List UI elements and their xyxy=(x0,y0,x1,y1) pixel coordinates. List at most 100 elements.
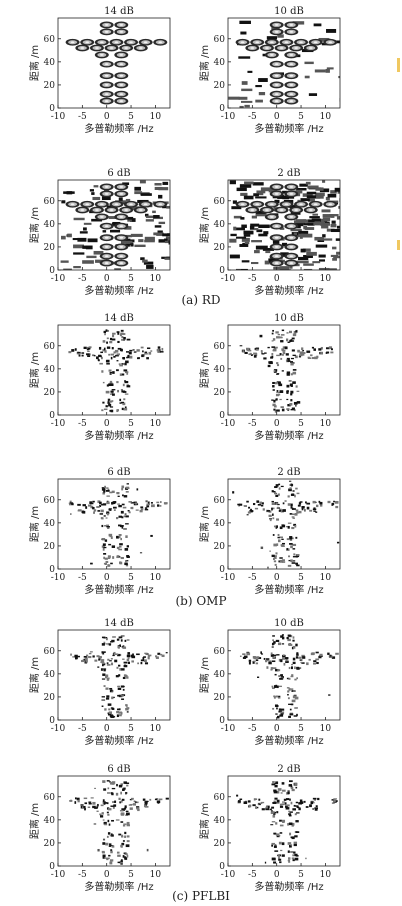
scatterer-mark xyxy=(273,369,278,372)
scatterer-mark xyxy=(272,389,275,391)
scatterer-mark xyxy=(118,556,121,558)
noise-mark xyxy=(271,810,273,812)
noise-mark xyxy=(130,243,134,247)
scatterer-mark xyxy=(272,814,276,818)
scatterer-mark xyxy=(126,835,130,838)
scatterer-mark xyxy=(146,503,150,506)
x-tick-label: 10 xyxy=(320,724,332,734)
scatterer-mark xyxy=(275,802,280,804)
scatterer-mark xyxy=(275,684,278,688)
scatterer-mark xyxy=(111,545,116,548)
x-axis-label: 多普勒频率 /Hz xyxy=(84,583,153,596)
scatterer-mark xyxy=(282,354,284,356)
scatterer-mark xyxy=(94,807,98,809)
scatterer-mark xyxy=(334,800,338,802)
scatterer-mark xyxy=(100,668,104,671)
noise-mark xyxy=(63,268,72,270)
scatterer-mark xyxy=(294,857,299,861)
scatterer-mark xyxy=(288,715,291,718)
scatterer-mark xyxy=(119,216,124,218)
scatterer-mark xyxy=(282,654,285,657)
scatterer-mark xyxy=(254,507,259,510)
scatterer-mark xyxy=(280,674,283,677)
scatterer-mark xyxy=(126,487,130,490)
scatterer-mark xyxy=(285,659,288,662)
scatterer-mark xyxy=(274,262,279,264)
scatterer-mark xyxy=(256,656,260,659)
scatterer-mark xyxy=(276,715,280,719)
scatterer-mark xyxy=(275,393,279,397)
y-tick-label: 0 xyxy=(219,411,225,421)
scatterer-mark xyxy=(270,41,274,44)
scatterer-mark xyxy=(290,503,293,507)
scatterer-mark xyxy=(288,688,291,691)
scatterer-mark xyxy=(106,664,111,666)
scatterer-mark xyxy=(297,806,300,809)
x-tick-label: -10 xyxy=(221,573,236,583)
scatterer-mark xyxy=(156,501,160,504)
scatterer-mark xyxy=(80,804,84,806)
scatterer-mark xyxy=(81,510,85,514)
scatterer-mark xyxy=(119,192,124,195)
scatterer-mark xyxy=(266,805,270,809)
x-tick-label: 10 xyxy=(150,274,162,284)
scatterer-mark xyxy=(103,821,107,825)
scatterer-mark xyxy=(104,100,109,102)
scatterer-mark xyxy=(129,355,133,359)
scatterer-mark xyxy=(117,347,122,350)
noise-mark xyxy=(153,232,159,236)
scatterer-mark xyxy=(100,216,104,218)
scatterer-mark xyxy=(159,653,163,656)
scatterer-mark xyxy=(121,698,125,700)
scatterer-mark xyxy=(83,805,86,808)
scatterer-mark xyxy=(272,329,274,332)
noise-mark xyxy=(156,232,164,236)
scatterer-mark xyxy=(124,380,129,384)
scatterer-mark xyxy=(119,373,122,376)
noise-mark xyxy=(302,248,311,252)
scatterer-mark xyxy=(105,489,110,492)
scatterer-mark xyxy=(287,341,290,343)
scatterer-mark xyxy=(149,798,152,801)
scatterer-mark xyxy=(117,854,121,857)
scatterer-mark xyxy=(125,491,129,493)
caption-pflbi: (c) PFLBI xyxy=(172,889,230,903)
scatterer-mark xyxy=(281,348,285,351)
scatterer-mark xyxy=(289,93,294,96)
noise-mark xyxy=(139,552,143,554)
page-edge-mark xyxy=(397,58,400,72)
noise-mark xyxy=(322,234,326,238)
scatterer-mark xyxy=(278,854,280,858)
scatterer-mark xyxy=(101,664,104,667)
noise-mark xyxy=(330,228,340,233)
scatterer-mark xyxy=(279,353,282,356)
noise-mark xyxy=(111,222,117,226)
scatterer-mark xyxy=(319,504,323,507)
scatterer-mark xyxy=(246,500,249,503)
noise-mark xyxy=(91,218,103,222)
y-tick-label: 40 xyxy=(44,519,56,529)
scatterer-mark xyxy=(124,380,127,382)
scatterer-mark xyxy=(159,501,162,503)
scatterer-mark xyxy=(285,805,289,808)
scatterer-mark xyxy=(121,526,124,529)
scatterer-mark xyxy=(320,351,323,355)
scatterer-mark xyxy=(292,859,295,862)
scatterer-mark xyxy=(99,501,102,505)
scatterer-mark xyxy=(109,209,114,211)
scatterer-mark xyxy=(239,655,242,657)
scatterer-mark xyxy=(272,385,275,388)
scatterer-mark xyxy=(279,714,284,717)
scatterer-mark xyxy=(308,209,313,211)
scatterer-mark xyxy=(253,798,256,801)
noise-mark xyxy=(279,266,290,270)
noise-mark xyxy=(69,513,72,515)
scatterer-mark xyxy=(121,808,125,811)
noise-mark xyxy=(298,667,302,669)
scatterer-mark xyxy=(71,349,75,352)
scatterer-mark xyxy=(271,821,276,823)
noise-mark xyxy=(336,216,340,220)
noise-mark xyxy=(318,254,326,258)
scatterer-mark xyxy=(103,685,106,687)
